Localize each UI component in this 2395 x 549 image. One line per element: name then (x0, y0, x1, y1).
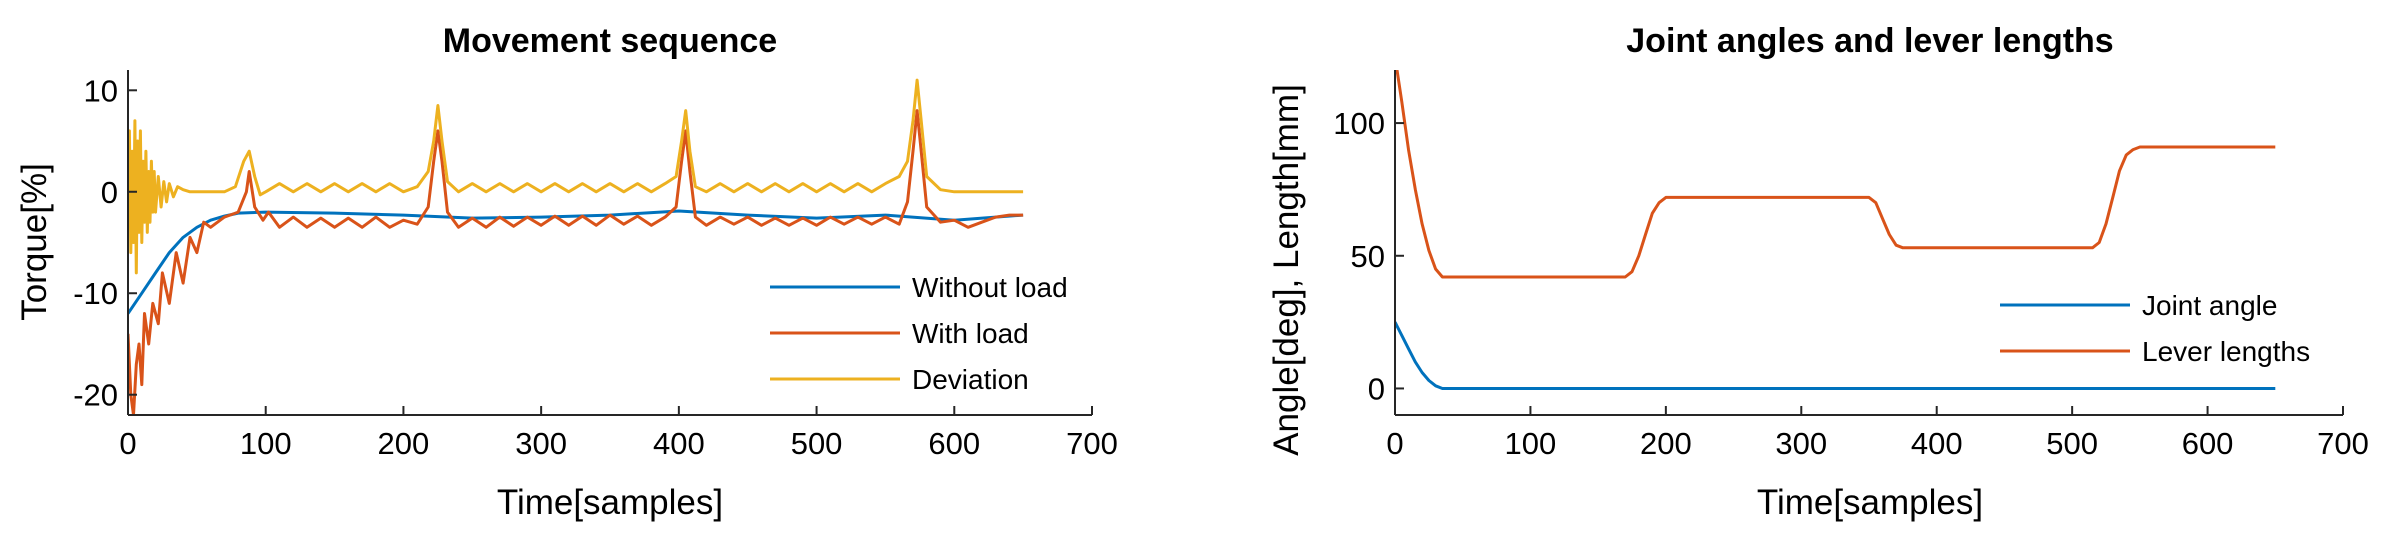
y-axis-label: Torque[%] (15, 163, 54, 321)
x-axis-label: Time[samples] (497, 483, 723, 522)
y-tick-label: 0 (101, 175, 118, 210)
legend-label: Lever lengths (2142, 336, 2310, 367)
joint-angles-chart: Joint angles and lever lengths 0 100 200 30… (1267, 22, 2369, 522)
x-tick-label: 700 (2317, 426, 2369, 461)
x-tick-label: 100 (1505, 426, 1557, 461)
y-tick-label: 50 (1351, 239, 1385, 274)
legend-label: With load (912, 318, 1029, 349)
x-tick-label: 400 (1911, 426, 1963, 461)
legend: Without load With load Deviation (770, 272, 1068, 395)
x-tick-label: 200 (1640, 426, 1692, 461)
x-tick-label: 200 (378, 426, 430, 461)
chart-title: Movement sequence (443, 22, 777, 60)
y-tick-label: -10 (73, 276, 118, 311)
legend: Joint angle Lever lengths (2000, 290, 2310, 367)
legend-label: Deviation (912, 364, 1029, 395)
y-tick-label: 100 (1333, 106, 1385, 141)
y-axis-label: Angle[deg], Length[mm] (1267, 84, 1306, 456)
series-line-2 (128, 109, 1024, 415)
legend-label: Joint angle (2142, 290, 2277, 321)
x-tick-label: 100 (240, 426, 292, 461)
x-tick-label: 0 (1386, 426, 1403, 461)
series-line-1 (1395, 321, 2276, 390)
x-tick-label: 0 (119, 426, 136, 461)
movement-sequence-chart: Movement sequence 0 100 200 300 400 500 600 700… (15, 22, 1118, 522)
x-tick-label: 600 (2182, 426, 2234, 461)
legend-label: Without load (912, 272, 1068, 303)
x-tick-label: 400 (653, 426, 705, 461)
x-axis-label: Time[samples] (1757, 483, 1983, 522)
x-tick-label: 300 (1775, 426, 1827, 461)
x-tick-label: 500 (791, 426, 843, 461)
x-tick-label: 700 (1066, 426, 1118, 461)
series-line-2 (1395, 70, 2276, 279)
y-tick-label: -20 (73, 378, 118, 413)
y-tick-label: 0 (1368, 371, 1385, 406)
series-line-1 (128, 209, 1024, 315)
y-tick-label: 10 (84, 73, 118, 108)
x-tick-label: 600 (928, 426, 980, 461)
x-tick-label: 500 (2046, 426, 2098, 461)
chart-title: Joint angles and lever lengths (1626, 22, 2113, 60)
series-line-3 (128, 78, 1024, 275)
x-tick-label: 300 (515, 426, 567, 461)
